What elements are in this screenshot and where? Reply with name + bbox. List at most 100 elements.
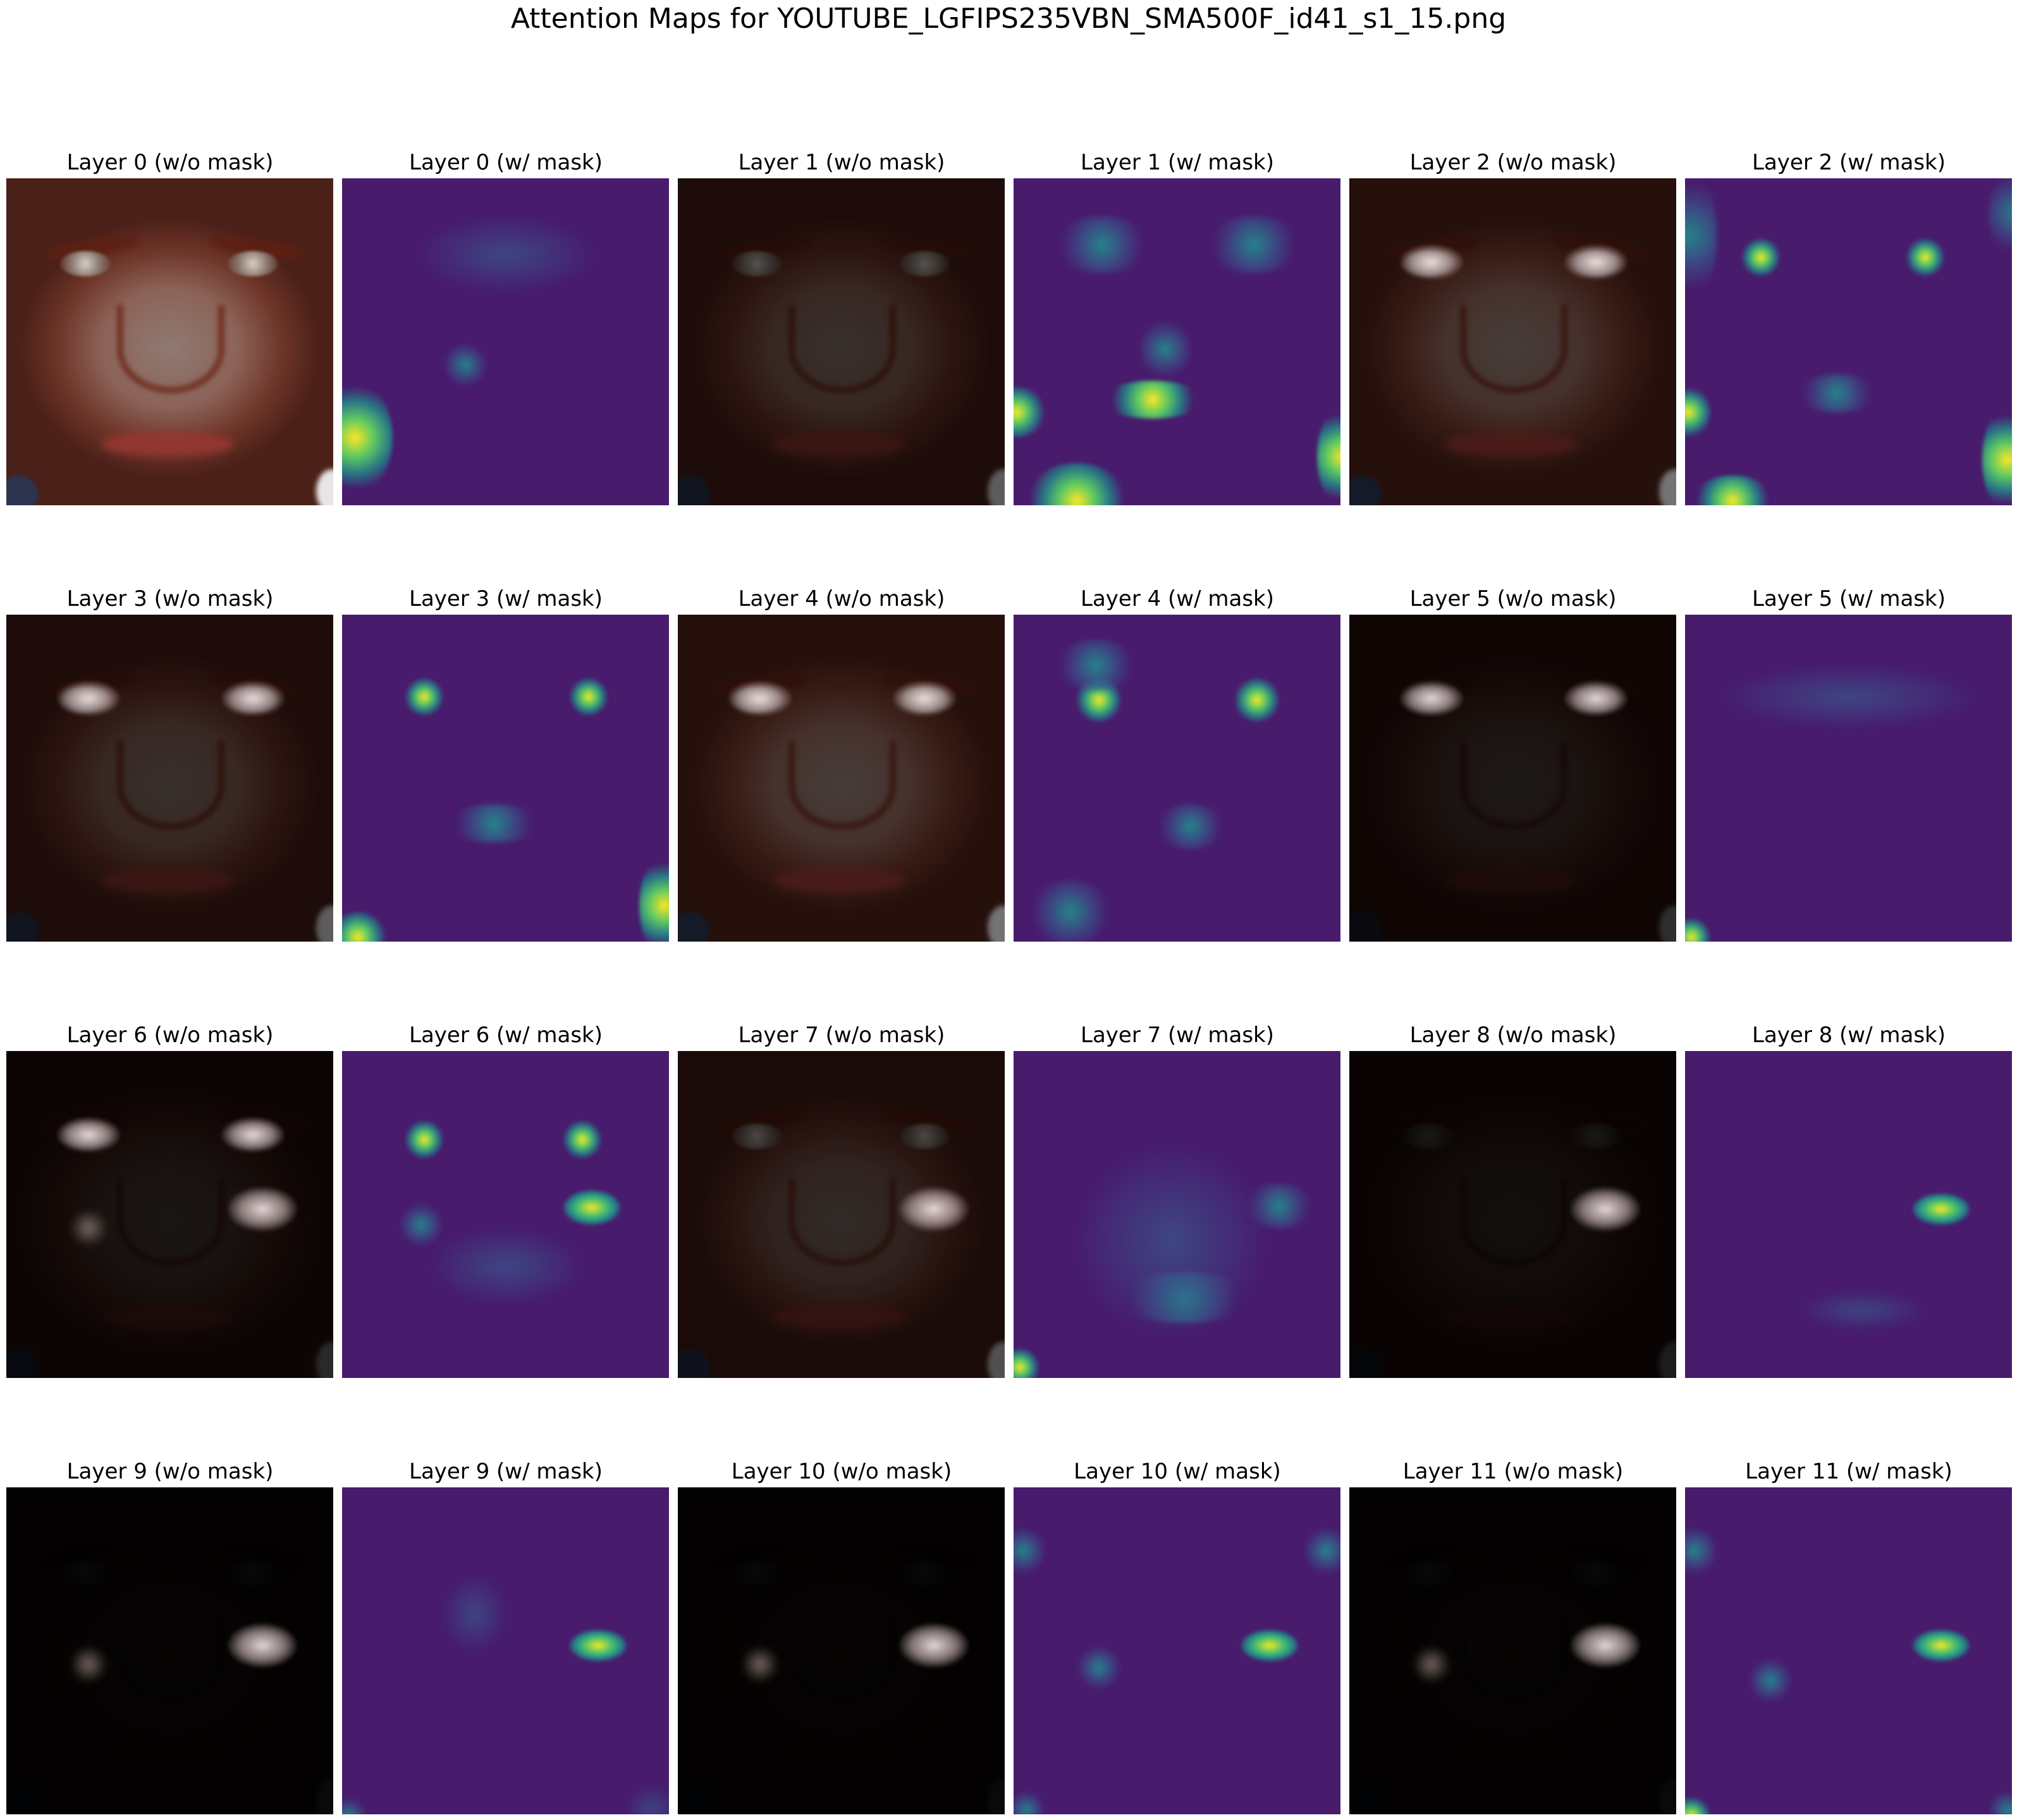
attention-overlay [678,615,1005,942]
attention-heatmap-panel [1014,1051,1340,1378]
panel-background [342,1051,669,1378]
panel-title: Layer 7 (w/o mask) [738,1023,945,1048]
attention-overlay [6,615,333,942]
panel-title: Layer 5 (w/ mask) [1752,586,1946,612]
hbar-region [563,1190,620,1225]
panel-title: Layer 7 (w/ mask) [1081,1023,1274,1048]
panel-title: Layer 4 (w/ mask) [1081,586,1274,612]
attention-heatmap-panel [342,1051,669,1378]
attention-heatmap-panel [1685,615,2012,942]
face-image-panel [678,1051,1005,1378]
panel-title: Layer 2 (w/ mask) [1752,150,1946,175]
attention-overlay [1349,615,1676,942]
c1-region [1051,640,1140,691]
mid-region [70,1209,107,1247]
bright-region [1400,245,1463,280]
c2-region [563,1121,601,1159]
panel-title: Layer 8 (w/o mask) [1409,1023,1617,1048]
c3-region [443,1576,506,1652]
face-image-panel [6,178,333,505]
face-image-panel [1349,615,1676,942]
attention-heatmap-panel [1685,1487,2012,1814]
c2-region [1742,238,1780,276]
c1-region [1140,317,1191,381]
bright-region [1564,245,1628,280]
bright-region [228,1623,297,1668]
face-image-panel [6,1487,333,1814]
bright-region [899,1623,969,1668]
face-image-panel [6,1051,333,1378]
f-mouth-region [101,431,234,457]
c3-region [418,216,595,292]
c1-region [1026,880,1115,942]
c1-region [1153,804,1229,849]
c2-region [405,1121,443,1159]
panel-title: Layer 9 (w/o mask) [66,1459,274,1484]
panel-title: Layer 6 (w/ mask) [409,1023,603,1048]
bright-region [899,1187,969,1231]
mid-region [70,1645,107,1683]
c1-region [1203,216,1304,273]
c2-region [1235,678,1279,722]
attention-heatmap-panel [1014,178,1340,505]
mid-region [1413,1645,1450,1683]
c1-region [1077,1645,1121,1690]
panel-title: Layer 8 (w/ mask) [1752,1023,1946,1048]
bright-region [57,681,120,716]
bright-region [893,681,956,716]
c2-region [570,678,608,716]
c1-region [1051,216,1153,273]
attention-heatmap-panel [1014,615,1340,942]
bright-region [1571,1623,1640,1668]
c1-region [443,343,487,387]
bright-region [1571,1187,1640,1231]
panel-title: Layer 6 (w/o mask) [66,1023,274,1048]
c2-region [1102,381,1203,419]
c3-region [1077,1146,1266,1336]
face-image-panel [1349,178,1676,505]
face-image-panel [1349,1487,1676,1814]
hbar-region [1241,1630,1298,1661]
panel-title: Layer 1 (w/ mask) [1081,150,1274,175]
hbar-region [1913,1193,1970,1225]
panel-background [1685,615,2012,942]
face-image-panel [1349,1051,1676,1378]
hbar-region [1913,1630,1970,1661]
c1-region [1793,374,1881,412]
c3-region [1723,665,1976,729]
c3-region [431,1228,582,1304]
panel-title: Layer 3 (w/o mask) [66,586,274,612]
face-image-panel [6,615,333,942]
face-image-panel [678,615,1005,942]
face-image-panel [678,1487,1005,1814]
panel-background [1685,178,2012,505]
bright-region [221,1117,285,1152]
bright-region [1564,681,1628,716]
panel-title: Layer 11 (w/ mask) [1745,1459,1953,1484]
figure-title: Attention Maps for YOUTUBE_LGFIPS235VBN_… [510,3,1507,35]
hbar-region [570,1630,627,1661]
attention-heatmap-panel [1685,1051,2012,1378]
attention-heatmap-panel [342,178,669,505]
attention-heatmap-panel [342,1487,669,1814]
panel-title: Layer 1 (w/o mask) [738,150,945,175]
panel-title: Layer 5 (w/o mask) [1409,586,1617,612]
c2-region [405,678,443,716]
mid-region [741,1645,779,1683]
attention-heatmap-panel [1014,1487,1340,1814]
attention-overlay [678,178,1005,505]
panel-title: Layer 2 (w/o mask) [1409,150,1617,175]
panel-background [342,615,669,942]
c1-region [399,1203,443,1247]
panel-title: Layer 3 (w/ mask) [409,586,603,612]
panel-title: Layer 10 (w/ mask) [1074,1459,1281,1484]
c1-region [1748,1658,1793,1702]
c2-region [1906,238,1944,276]
f-nose-region [117,305,224,393]
bright-region [728,681,792,716]
c3-region [1799,1291,1925,1329]
panel-title: Layer 9 (w/ mask) [409,1459,603,1484]
attention-overlay [1349,178,1676,505]
attention-heatmap-panel [342,615,669,942]
bright-region [221,681,285,716]
